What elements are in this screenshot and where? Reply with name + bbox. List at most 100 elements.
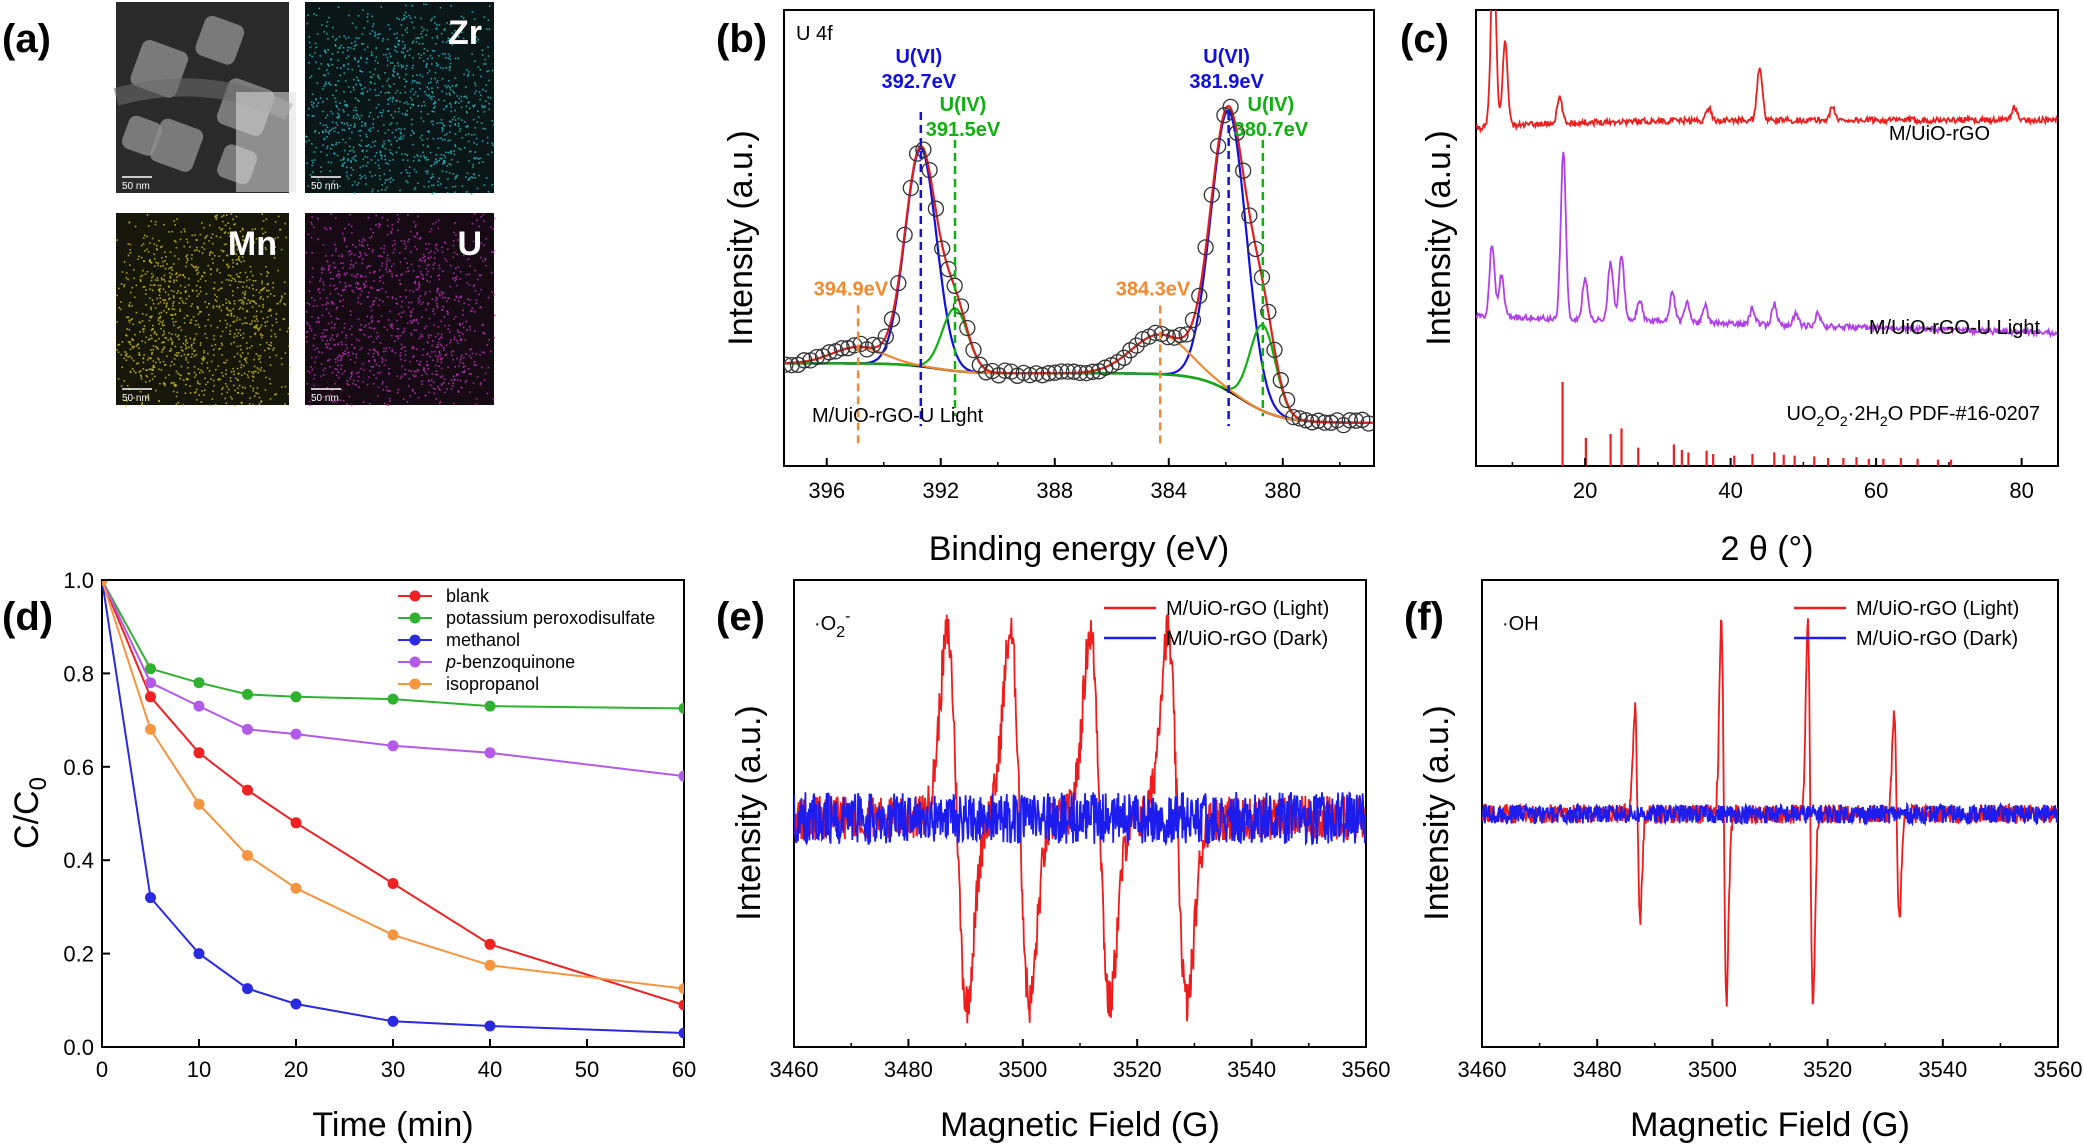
eds-dot [359, 288, 361, 291]
ref-label-c: O [1824, 403, 1840, 425]
eds-dot [322, 124, 325, 127]
eds-dot [444, 53, 446, 55]
eds-dot [251, 284, 254, 287]
eds-dot [247, 299, 250, 301]
eds-dot [174, 224, 176, 226]
eds-dot [240, 302, 243, 304]
eds-dot [406, 171, 409, 174]
eds-dot [317, 317, 320, 319]
eds-dot [270, 344, 273, 347]
legend-label-3: methanol [446, 630, 520, 650]
eds-dot [264, 321, 267, 324]
eds-dot [165, 304, 168, 306]
eds-dot [479, 383, 482, 386]
eds-dot [477, 66, 480, 68]
eds-dot [195, 269, 197, 272]
eds-dot [175, 384, 177, 387]
eds-dot [486, 70, 488, 73]
eds-dot [374, 33, 377, 36]
eds-dot [132, 347, 134, 349]
eds-dot [475, 403, 478, 406]
eds-dot [451, 385, 454, 387]
eds-dot [147, 225, 150, 227]
eds-dot [454, 175, 457, 178]
eds-dot [373, 82, 376, 85]
eds-dot [116, 321, 118, 323]
eds-dot [382, 281, 385, 284]
eds-dot [349, 328, 351, 331]
eds-dot [240, 356, 243, 358]
eds-dot [351, 232, 353, 234]
eds-dot [381, 287, 383, 290]
eds-dot [270, 238, 272, 241]
eds-dot [311, 276, 314, 278]
eds-dot [327, 37, 329, 40]
eds-dot [383, 143, 385, 145]
eds-dot [369, 81, 372, 83]
eds-dot [327, 49, 329, 51]
eds-dot [425, 34, 428, 36]
eds-dot [173, 281, 175, 284]
eds-dot [272, 286, 274, 289]
eds-dot [226, 264, 228, 266]
eds-dot [143, 260, 145, 263]
kinetics-point [387, 929, 399, 941]
eds-dot [370, 51, 373, 53]
eds-dot [241, 322, 244, 325]
eds-dot [337, 318, 340, 321]
eds-dot [439, 157, 442, 160]
eds-dot [433, 262, 436, 264]
eds-dot [353, 44, 356, 47]
eds-dot [403, 102, 406, 104]
eds-dot [413, 221, 415, 223]
eds-dot [345, 285, 347, 287]
eds-dot [330, 58, 333, 61]
eds-dot [163, 324, 165, 327]
eds-dot [417, 53, 420, 55]
eds-dot [253, 365, 256, 368]
eds-dot [459, 128, 462, 130]
eds-dot [414, 245, 416, 248]
eds-dot [467, 102, 470, 104]
eds-dot [355, 154, 357, 157]
eds-dot [204, 325, 207, 327]
eds-dot [396, 303, 399, 305]
eds-dot [443, 381, 445, 384]
eds-dot [274, 221, 277, 223]
eds-dot [450, 150, 453, 152]
eds-dot [379, 178, 381, 181]
eds-dot [470, 373, 472, 375]
eds-dot [404, 359, 406, 362]
eds-dot [443, 162, 445, 165]
eds-dot [419, 74, 421, 76]
panel-e-letter: (e) [716, 595, 765, 639]
kinetics-point [678, 702, 684, 714]
eds-dot [323, 329, 326, 331]
stem-particle [122, 115, 162, 156]
eds-dot [383, 173, 386, 175]
eds-dot [171, 308, 174, 310]
eds-dot [427, 88, 430, 90]
xps-data-point [1128, 337, 1145, 354]
eds-dot [238, 360, 241, 363]
xps-data-point [1197, 239, 1214, 256]
eds-dot [431, 344, 433, 347]
eds-dot [186, 354, 189, 356]
eds-dot [195, 388, 198, 391]
eds-dot [454, 102, 457, 105]
eds-dot [147, 393, 150, 396]
eds-dot [380, 6, 383, 8]
eds-dot [448, 324, 450, 327]
eds-dot [255, 310, 258, 313]
eds-dot [450, 152, 453, 155]
eds-dot [392, 74, 394, 76]
eds-dot [312, 102, 315, 104]
eds-dot [360, 290, 363, 293]
eds-dot [431, 63, 433, 65]
eds-dot [168, 350, 171, 352]
panel-b-frame [783, 9, 1375, 467]
eds-dot [333, 130, 336, 133]
eds-dot [344, 353, 347, 355]
eds-dot [338, 114, 341, 116]
eds-dot [350, 174, 352, 176]
